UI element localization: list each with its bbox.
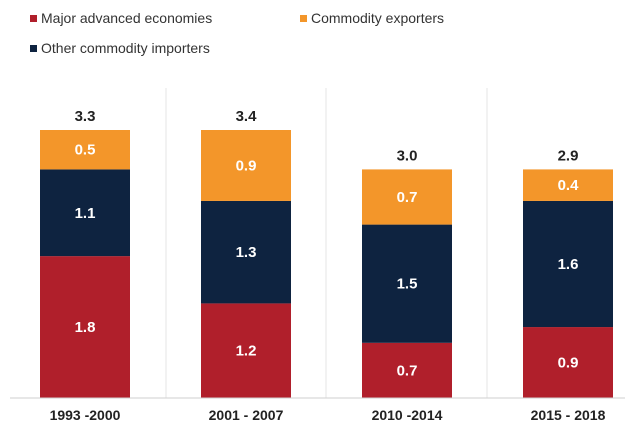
x-tick-label-4: 2015 - 2018 xyxy=(531,407,606,423)
total-label-2: 3.4 xyxy=(236,108,258,125)
data-label-other-commodity-importers-4: 1.6 xyxy=(558,256,579,273)
legend: Major advanced economies Commodity expor… xyxy=(30,10,444,56)
data-label-other-commodity-importers-2: 1.3 xyxy=(236,244,257,261)
data-label-major-advanced-economies-2: 1.2 xyxy=(236,343,257,360)
legend-swatch-major-advanced xyxy=(30,15,37,22)
data-label-major-advanced-economies-1: 1.8 xyxy=(75,319,96,336)
bar-other-commodity-importers-2 xyxy=(201,200,291,304)
x-tick-label-3: 2010 -2014 xyxy=(372,407,443,423)
bar-other-commodity-importers-1 xyxy=(40,169,130,257)
bar-major-advanced-economies-4 xyxy=(523,327,613,398)
total-label-4: 2.9 xyxy=(558,147,579,164)
bar-commodity-exporters-3 xyxy=(362,169,452,225)
bar-other-commodity-importers-3 xyxy=(362,224,452,343)
bar-other-commodity-importers-4 xyxy=(523,200,613,328)
legend-label-major-advanced: Major advanced economies xyxy=(41,10,212,26)
bar-commodity-exporters-4 xyxy=(523,169,613,201)
data-label-other-commodity-importers-3: 1.5 xyxy=(397,276,418,293)
bar-commodity-exporters-2 xyxy=(201,130,291,201)
legend-swatch-commodity-exporters xyxy=(300,15,307,22)
x-tick-label-2: 2001 - 2007 xyxy=(209,407,284,423)
x-axis-ticks: 1993 -2000 2001 - 2007 2010 -2014 2015 - 20… xyxy=(50,407,606,423)
data-label-major-advanced-economies-3: 0.7 xyxy=(397,362,418,379)
bar-major-advanced-economies-2 xyxy=(201,303,291,398)
data-label-major-advanced-economies-4: 0.9 xyxy=(558,355,579,372)
x-tick-label-1: 1993 -2000 xyxy=(50,407,121,423)
total-label-3: 3.0 xyxy=(397,147,418,164)
data-label-other-commodity-importers-1: 1.1 xyxy=(75,205,96,222)
legend-swatch-other-importers xyxy=(30,45,37,52)
column-dividers xyxy=(165,88,488,398)
data-label-commodity-exporters-1: 0.5 xyxy=(75,142,96,159)
legend-label-other-importers: Other commodity importers xyxy=(41,40,210,56)
bar-commodity-exporters-1 xyxy=(40,130,130,170)
data-label-commodity-exporters-3: 0.7 xyxy=(397,189,418,206)
bar-major-advanced-economies-1 xyxy=(40,256,130,398)
total-label-1: 3.3 xyxy=(75,108,96,125)
legend-label-commodity-exporters: Commodity exporters xyxy=(311,10,444,26)
data-label-commodity-exporters-2: 0.9 xyxy=(236,157,257,174)
bars: 1.8 1.1 0.5 3.3 1.2 1.3 0.9 3.4 0.7 1.5 0.7 3.0 0.9 1… xyxy=(40,108,613,398)
bar-major-advanced-economies-3 xyxy=(362,342,452,398)
data-label-commodity-exporters-4: 0.4 xyxy=(558,177,580,194)
